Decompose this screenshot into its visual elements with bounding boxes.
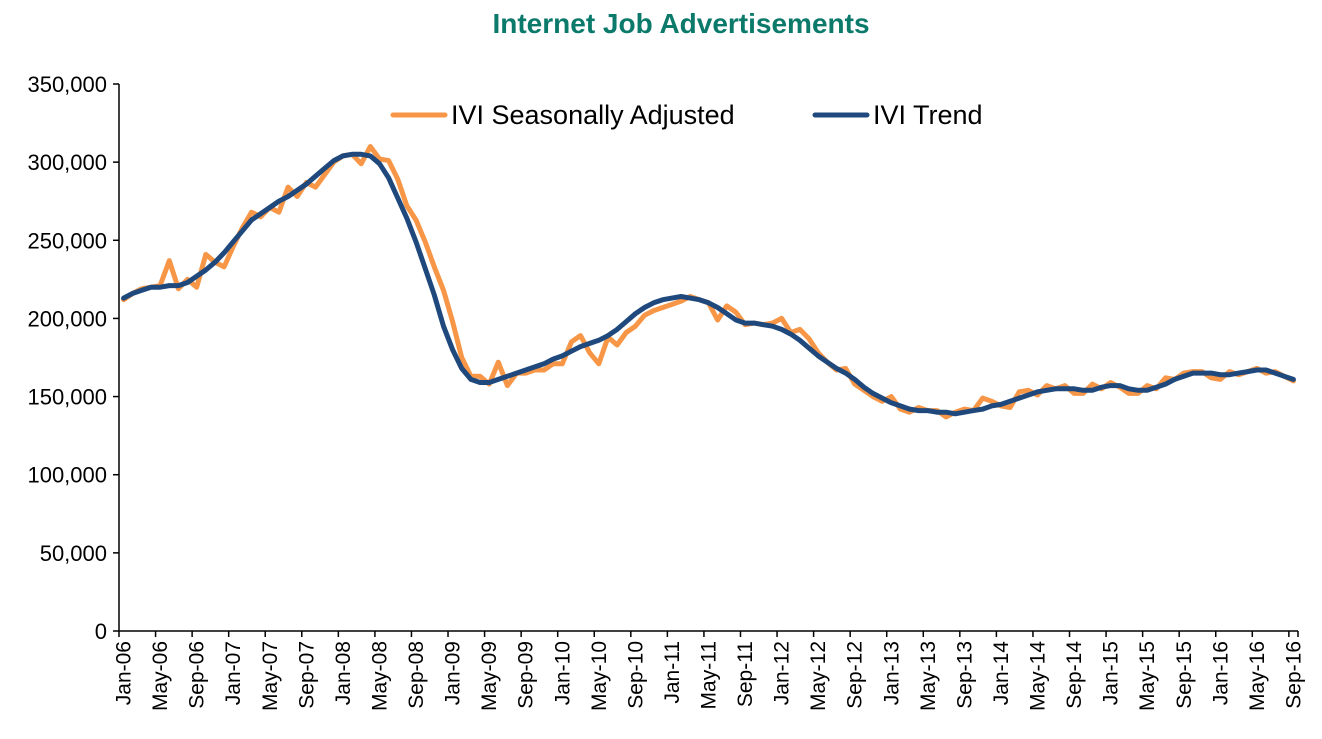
legend-label: IVI Trend [873,100,983,130]
y-tick-label: 150,000 [27,385,107,410]
x-tick-label: Jan-08 [332,641,355,705]
x-tick-label: Sep-13 [953,641,976,709]
x-tick-label: May-14 [1027,641,1050,711]
y-tick-label: 300,000 [27,150,107,175]
x-tick-label: Jan-12 [771,641,794,705]
x-tick-label: May-06 [149,641,172,711]
x-tick-label: Sep-12 [844,641,867,709]
x-tick-label: May-16 [1246,641,1269,711]
x-tick-label: Jan-13 [880,641,903,705]
y-tick-label: 100,000 [27,463,107,488]
x-tick-label: Jan-09 [442,641,465,705]
x-tick-label: Sep-15 [1173,641,1196,709]
x-tick-label: Sep-09 [515,641,538,709]
x-tick-label: Sep-07 [295,641,318,709]
x-tick-label: Sep-16 [1282,641,1305,709]
x-tick-label: May-13 [917,641,940,711]
x-tick-label: Jan-10 [551,641,574,705]
x-tick-label: Sep-14 [1063,641,1086,709]
x-tick-label: Sep-10 [624,641,647,709]
y-tick-label: 0 [95,619,107,644]
series-line-trend [121,151,1296,417]
x-tick-label: May-15 [1136,641,1159,711]
x-tick-label: Sep-08 [405,641,428,709]
x-tick-label: May-07 [259,641,282,711]
y-tick-label: 50,000 [40,541,107,566]
legend-label: IVI Seasonally Adjusted [451,100,735,130]
y-tick-label: 350,000 [27,72,107,97]
y-tick-label: 250,000 [27,228,107,253]
y-tick-label: 200,000 [27,306,107,331]
x-tick-label: May-11 [698,641,721,709]
x-tick-label: Sep-11 [734,641,757,707]
x-tick-label: Jan-15 [1100,641,1123,705]
x-tick-label: Jan-11 [661,641,684,704]
x-tick-label: May-10 [588,641,611,711]
x-tick-label: Jan-06 [113,641,136,705]
x-tick-label: May-09 [478,641,501,711]
x-tick-label: May-08 [368,641,391,711]
x-tick-label: Jan-07 [222,641,245,705]
chart-title: Internet Job Advertisements [492,8,870,39]
x-tick-label: Jan-14 [990,641,1013,706]
x-tick-label: May-12 [807,641,830,711]
x-tick-label: Jan-16 [1209,641,1232,705]
x-tick-label: Sep-06 [186,641,209,709]
